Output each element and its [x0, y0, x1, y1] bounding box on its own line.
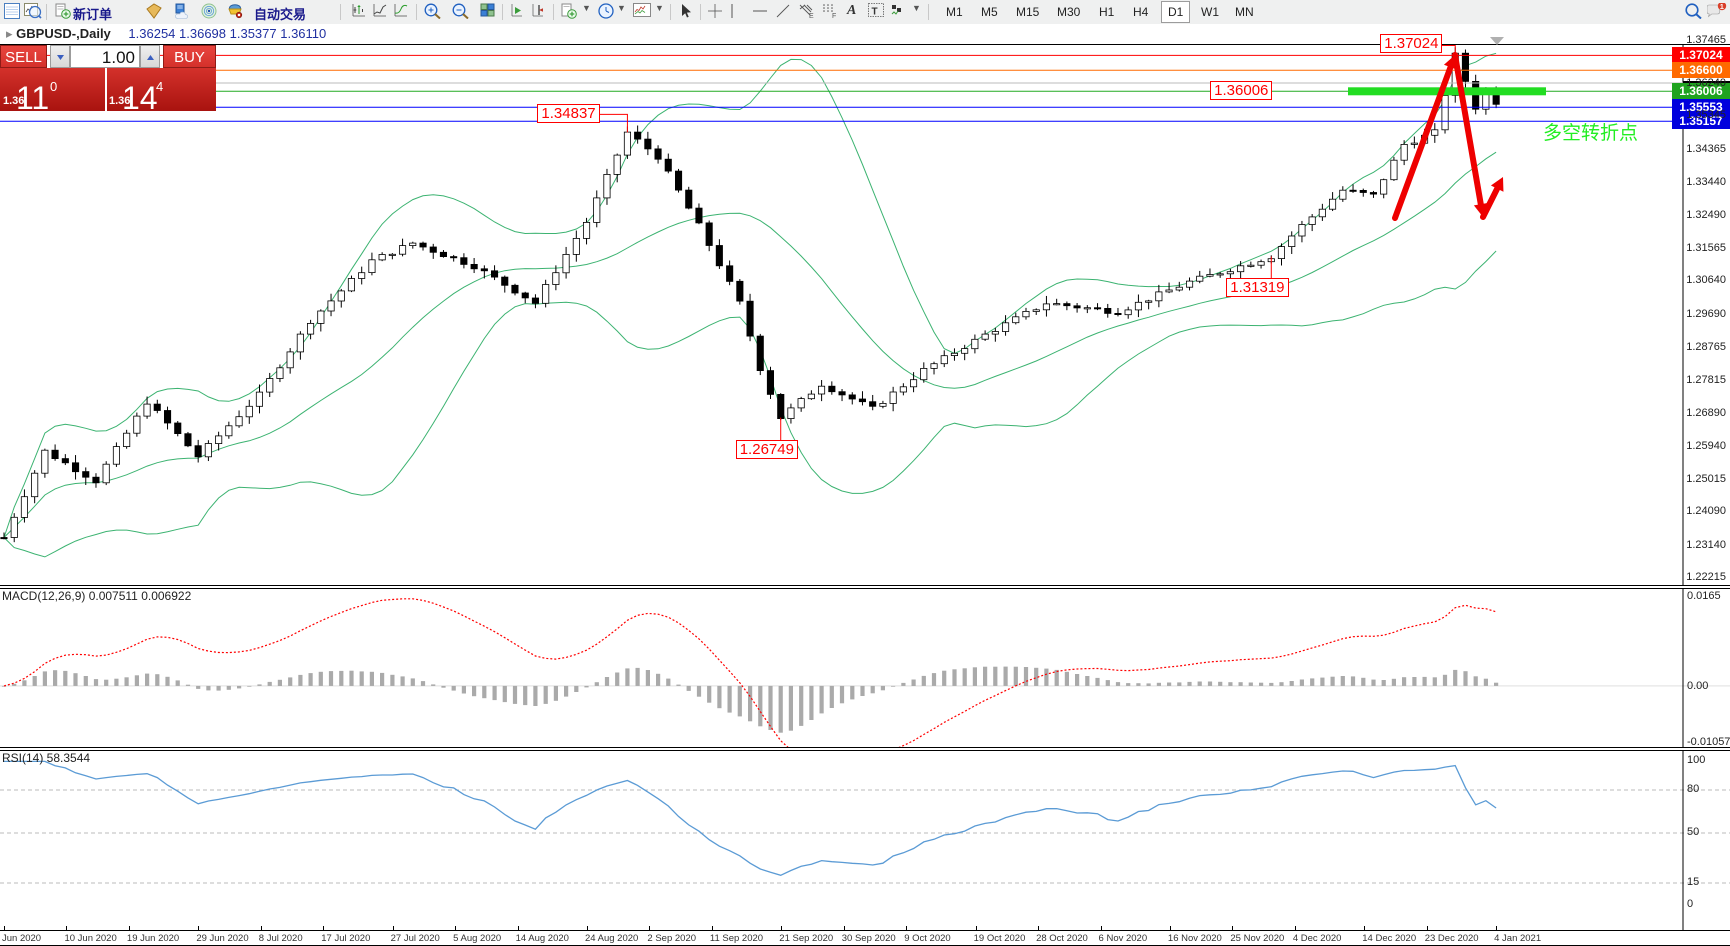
svg-text:1: 1: [1720, 3, 1724, 11]
svg-text:F: F: [832, 13, 836, 19]
svg-text:T: T: [872, 7, 878, 18]
svg-text:E: E: [809, 13, 814, 19]
